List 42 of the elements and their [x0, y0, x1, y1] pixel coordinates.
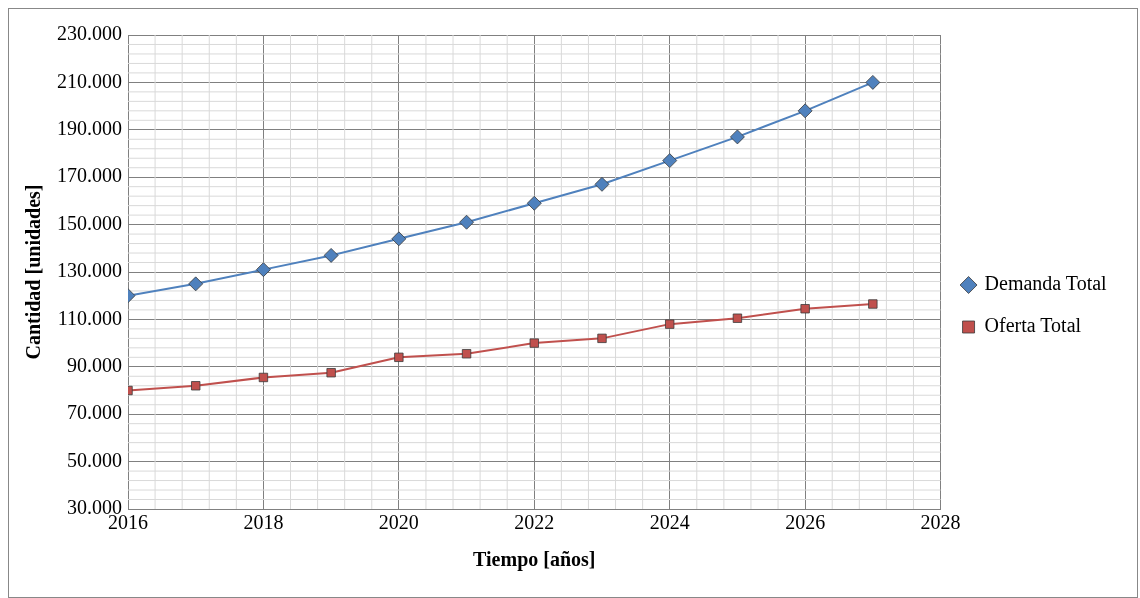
- point: [597, 333, 607, 343]
- legend-label: Oferta Total: [984, 314, 1082, 337]
- point: [391, 231, 407, 247]
- y-tick-label: 50.000: [67, 448, 122, 471]
- point: [865, 75, 881, 90]
- y-tick-label: 190.000: [57, 117, 122, 140]
- point: [800, 304, 810, 314]
- point: [797, 103, 813, 119]
- y-tick-label: 210.000: [57, 69, 122, 92]
- point: [394, 352, 404, 362]
- point: [594, 176, 610, 192]
- legend-label: Demanda Total: [984, 272, 1108, 295]
- point: [732, 313, 743, 323]
- x-tick-label: 2024: [649, 511, 690, 534]
- x-tick-label: 2026: [785, 511, 826, 534]
- point: [529, 338, 539, 348]
- point: [662, 153, 678, 169]
- x-tick-label: 2018: [243, 511, 284, 534]
- x-axis-title: Tiempo [años]: [473, 548, 596, 572]
- point: [665, 319, 675, 329]
- point: [256, 262, 271, 278]
- point: [191, 381, 201, 391]
- x-tick-label: 2028: [920, 511, 961, 534]
- y-tick-label: 170.000: [57, 164, 122, 187]
- point: [459, 214, 474, 230]
- x-tick-label: 2020: [378, 511, 419, 534]
- point: [323, 248, 339, 263]
- point: [526, 195, 542, 211]
- point: [461, 349, 472, 359]
- point: [326, 368, 336, 378]
- point: [868, 299, 878, 309]
- y-tick-label: 90.000: [67, 354, 122, 377]
- y-tick-label: 110.000: [57, 306, 122, 329]
- y-tick-label: 230.000: [57, 22, 122, 45]
- y-tick-label: 130.000: [57, 259, 122, 282]
- y-tick-label: 150.000: [57, 211, 122, 234]
- point: [188, 276, 204, 292]
- y-axis-title: Cantidad [unidades]: [22, 184, 45, 360]
- y-tick-label: 70.000: [67, 401, 122, 424]
- x-tick-label: 2022: [514, 511, 555, 534]
- point: [258, 372, 269, 383]
- point: [730, 129, 745, 145]
